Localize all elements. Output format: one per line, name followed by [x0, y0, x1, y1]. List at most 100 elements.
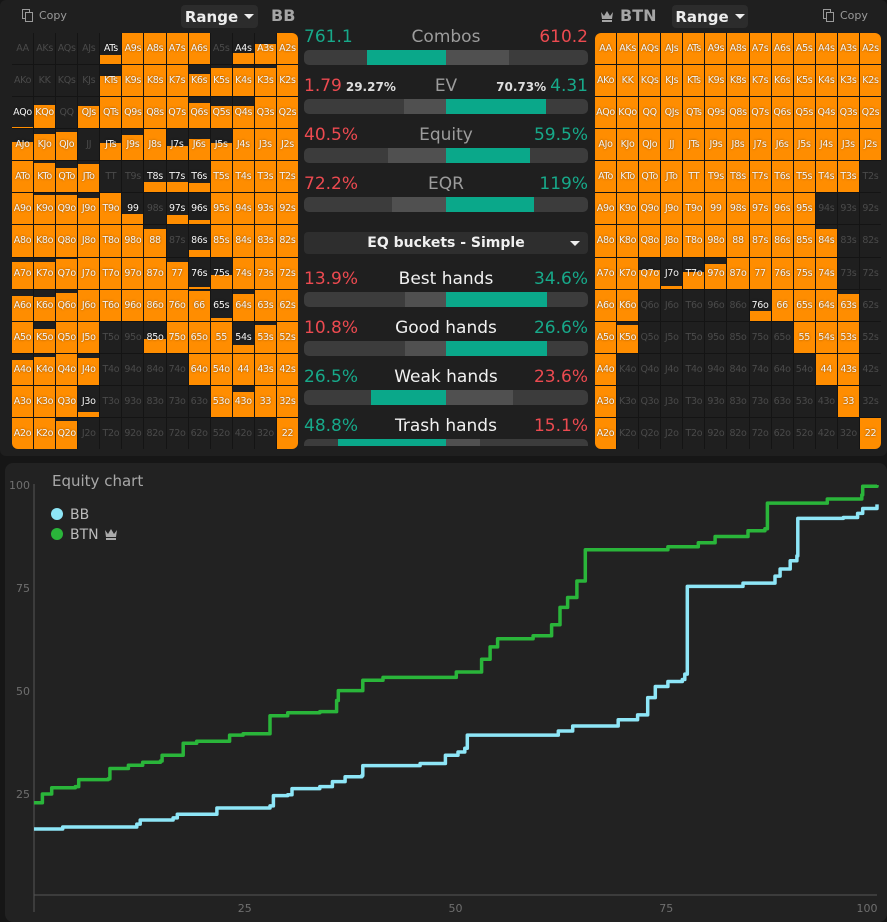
hand-cell[interactable]: AA [12, 33, 34, 65]
hand-cell[interactable]: QJo [56, 129, 78, 161]
hand-cell[interactable]: 86o [727, 289, 749, 321]
hand-cell[interactable]: A8o [12, 225, 34, 257]
hand-cell[interactable]: 42o [232, 417, 254, 449]
hand-cell[interactable]: K7o [34, 257, 56, 289]
hand-cell[interactable]: T8s [144, 161, 166, 193]
hand-cell[interactable]: K3s [837, 65, 859, 97]
hand-cell[interactable]: K9o [617, 193, 639, 225]
hand-cell[interactable]: 95o [705, 321, 727, 353]
hand-cell[interactable]: A5o [12, 321, 34, 353]
hand-cell[interactable]: J4o [78, 353, 100, 385]
hand-cell[interactable]: T5s [793, 161, 815, 193]
hand-cell[interactable]: 65s [210, 289, 232, 321]
hand-cell[interactable]: T9s [122, 161, 144, 193]
hand-cell[interactable]: 65s [793, 289, 815, 321]
hand-cell[interactable]: 97s [166, 193, 188, 225]
hand-cell[interactable]: Q4o [56, 353, 78, 385]
hand-cell[interactable]: 95o [122, 321, 144, 353]
hand-cell[interactable]: T3s [837, 161, 859, 193]
hand-cell[interactable]: ATo [595, 161, 617, 193]
hand-cell[interactable]: 52s [859, 321, 881, 353]
hand-cell[interactable]: JTs [100, 129, 122, 161]
hand-cell[interactable]: A8s [727, 33, 749, 65]
hand-cell[interactable]: A3o [595, 385, 617, 417]
hand-cell[interactable]: 72o [749, 417, 771, 449]
hand-cell[interactable]: QTo [56, 161, 78, 193]
hand-cell[interactable]: 87o [727, 257, 749, 289]
hand-cell[interactable]: 22 [859, 417, 881, 449]
hand-cell[interactable]: Q9o [56, 193, 78, 225]
hand-cell[interactable]: Q3o [639, 385, 661, 417]
hand-cell[interactable]: 98o [705, 225, 727, 257]
hand-cell[interactable]: Q8s [727, 97, 749, 129]
hand-cell[interactable]: J6s [771, 129, 793, 161]
hand-cell[interactable]: 87s [166, 225, 188, 257]
hand-cell[interactable]: J2o [661, 417, 683, 449]
hand-cell[interactable]: K7s [166, 65, 188, 97]
hand-cell[interactable]: K5o [34, 321, 56, 353]
hand-cell[interactable]: J3s [837, 129, 859, 161]
hand-cell[interactable]: A2o [595, 417, 617, 449]
hand-cell[interactable]: KTo [34, 161, 56, 193]
hand-cell[interactable]: T9o [683, 193, 705, 225]
hand-cell[interactable]: 54s [232, 321, 254, 353]
hand-cell[interactable]: 93o [705, 385, 727, 417]
hand-cell[interactable]: KQs [56, 65, 78, 97]
hand-cell[interactable]: Q9o [639, 193, 661, 225]
hand-cell[interactable]: QTo [639, 161, 661, 193]
hand-cell[interactable]: Q2o [56, 417, 78, 449]
hand-cell[interactable]: A6s [771, 33, 793, 65]
hand-cell[interactable]: 32o [254, 417, 276, 449]
hand-cell[interactable]: Q5o [639, 321, 661, 353]
hand-cell[interactable]: ATs [100, 33, 122, 65]
hand-cell[interactable]: T4o [100, 353, 122, 385]
hand-cell[interactable]: ATs [683, 33, 705, 65]
hand-cell[interactable]: 98o [122, 225, 144, 257]
hand-cell[interactable]: 97o [122, 257, 144, 289]
right-range-dropdown[interactable]: Range [672, 5, 748, 28]
hand-cell[interactable]: JJ [661, 129, 683, 161]
hand-cell[interactable]: T5o [683, 321, 705, 353]
hand-cell[interactable]: 72s [859, 257, 881, 289]
hand-cell[interactable]: 73s [837, 257, 859, 289]
hand-cell[interactable]: J8s [144, 129, 166, 161]
hand-cell[interactable]: 98s [144, 193, 166, 225]
hand-cell[interactable]: Q2s [276, 97, 298, 129]
hand-cell[interactable]: Q4s [232, 97, 254, 129]
hand-cell[interactable]: 53s [837, 321, 859, 353]
legend-btn-label[interactable]: BTN [70, 527, 99, 543]
hand-cell[interactable]: 76s [188, 257, 210, 289]
hand-cell[interactable]: 62o [771, 417, 793, 449]
hand-cell[interactable]: JTo [78, 161, 100, 193]
hand-cell[interactable]: K2s [276, 65, 298, 97]
hand-cell[interactable]: A9s [705, 33, 727, 65]
hand-cell[interactable]: J5s [210, 129, 232, 161]
hand-cell[interactable]: 43o [815, 385, 837, 417]
hand-cell[interactable]: A9o [595, 193, 617, 225]
hand-cell[interactable]: 88 [727, 225, 749, 257]
hand-cell[interactable]: 76s [771, 257, 793, 289]
hand-cell[interactable]: J8s [727, 129, 749, 161]
hand-cell[interactable]: J2o [78, 417, 100, 449]
hand-cell[interactable]: K2o [617, 417, 639, 449]
hand-cell[interactable]: A2s [276, 33, 298, 65]
hand-cell[interactable]: KTs [683, 65, 705, 97]
hand-cell[interactable]: AA [595, 33, 617, 65]
hand-cell[interactable]: 82o [727, 417, 749, 449]
hand-cell[interactable]: T7o [100, 257, 122, 289]
hand-cell[interactable]: 83s [837, 225, 859, 257]
hand-cell[interactable]: 55 [793, 321, 815, 353]
hand-cell[interactable]: 32s [859, 385, 881, 417]
hand-cell[interactable]: A6o [595, 289, 617, 321]
hand-cell[interactable]: 86o [144, 289, 166, 321]
hand-cell[interactable]: 75s [793, 257, 815, 289]
hand-cell[interactable]: 86s [188, 225, 210, 257]
hand-cell[interactable]: 75s [210, 257, 232, 289]
hand-cell[interactable]: Q4o [639, 353, 661, 385]
hand-cell[interactable]: 63o [771, 385, 793, 417]
hand-cell[interactable]: J9s [122, 129, 144, 161]
hand-cell[interactable]: A9s [122, 33, 144, 65]
hand-cell[interactable]: 75o [166, 321, 188, 353]
hand-cell[interactable]: 94s [815, 193, 837, 225]
hand-cell[interactable]: K5s [793, 65, 815, 97]
